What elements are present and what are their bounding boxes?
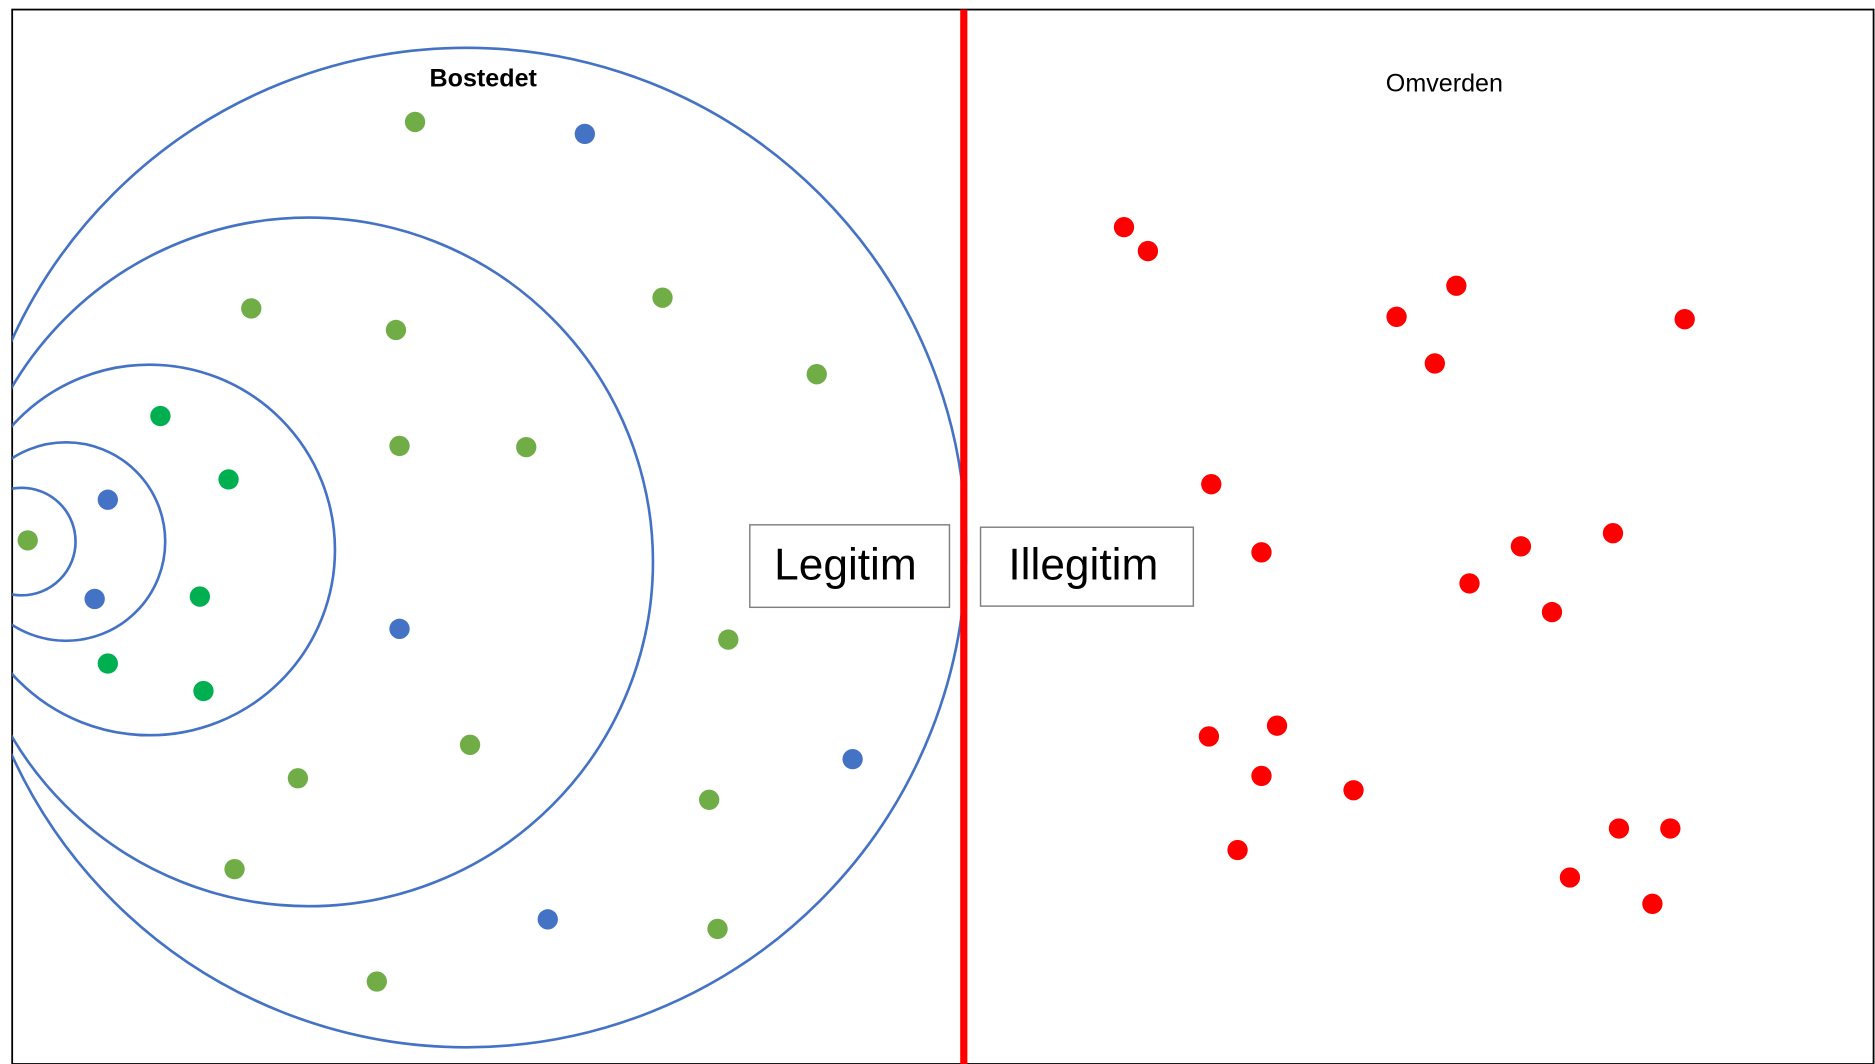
dot (1251, 542, 1272, 563)
right-dots (1113, 216, 1695, 914)
dot (218, 469, 239, 490)
dot (1198, 726, 1220, 747)
dot (698, 789, 720, 810)
dot (1386, 306, 1407, 327)
dot (389, 618, 410, 639)
dot (84, 588, 105, 610)
dot (718, 629, 739, 650)
dot (1201, 474, 1222, 495)
left-dots (17, 111, 863, 992)
dot (150, 405, 171, 427)
dot (1446, 275, 1467, 296)
dot (1227, 839, 1248, 861)
legitim-box (749, 524, 951, 609)
dot (389, 435, 410, 457)
dot (366, 971, 387, 992)
dot (1602, 523, 1624, 544)
dot (17, 530, 38, 551)
dot (189, 586, 211, 607)
ring (12, 486, 77, 597)
dot (707, 918, 728, 940)
dot (224, 858, 245, 880)
left-label: Legitim (774, 541, 917, 590)
dot (516, 436, 537, 458)
dot (1251, 765, 1272, 787)
dot (193, 680, 214, 702)
ring (12, 216, 655, 908)
dot (459, 734, 481, 755)
dot (1660, 818, 1681, 839)
dot (1541, 601, 1563, 623)
right-title: Omverden (1386, 70, 1503, 98)
dot (385, 319, 407, 341)
dot (1266, 715, 1288, 736)
ring (12, 441, 167, 643)
dot (241, 298, 262, 319)
dot (287, 768, 309, 789)
dot (842, 748, 863, 770)
dot (97, 489, 118, 510)
dot (537, 909, 558, 930)
dot (1113, 216, 1135, 238)
dot (1608, 818, 1630, 839)
right-label: Illegitim (1008, 541, 1158, 590)
dot (1510, 536, 1532, 557)
dot (1559, 867, 1581, 888)
dot (1343, 780, 1364, 801)
dot (1642, 893, 1663, 914)
dot (404, 111, 426, 133)
ring (12, 363, 337, 737)
dot (1674, 309, 1695, 330)
dot (652, 287, 673, 308)
left-title: Bostedet (430, 65, 538, 93)
dot (1459, 573, 1480, 594)
dot (1137, 240, 1159, 262)
illegitim-box (979, 526, 1195, 607)
dot (806, 364, 827, 385)
dot (574, 123, 595, 145)
dot (97, 653, 118, 674)
dot (1424, 353, 1445, 374)
